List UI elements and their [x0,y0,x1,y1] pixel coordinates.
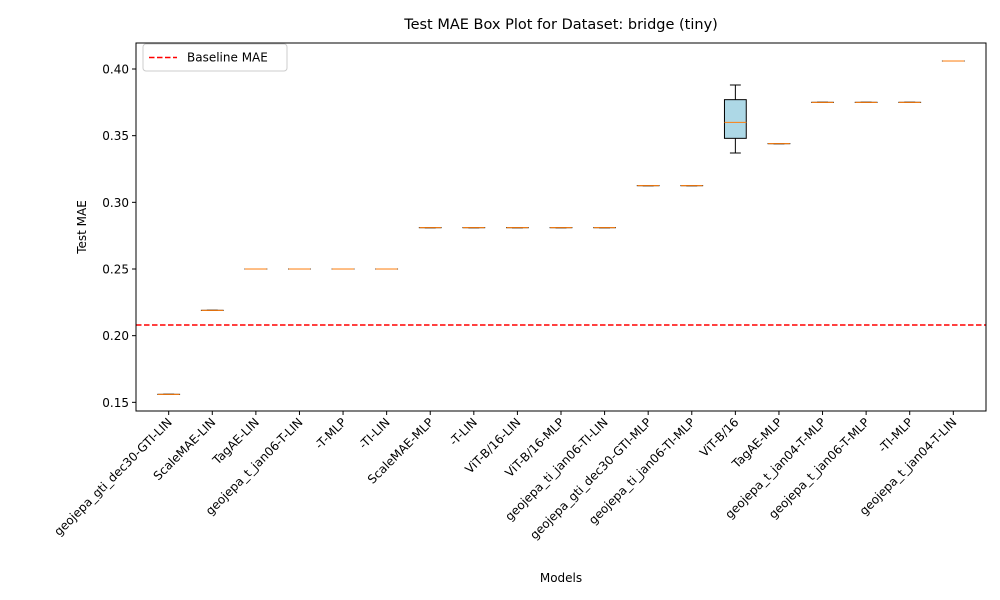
chart-title: Test MAE Box Plot for Dataset: bridge (t… [403,17,718,33]
x-axis-label: Models [540,571,582,585]
y-tick-label: 0.25 [102,263,129,277]
boxes-layer [157,60,965,395]
y-axis-label: Test MAE [75,200,89,255]
y-tick-label: 0.15 [102,396,129,410]
box-13 [723,84,747,154]
plot-area [136,43,986,411]
box-iqr [723,99,747,139]
y-tick-label: 0.30 [102,196,129,210]
legend: Baseline MAE [142,43,288,72]
legend-frame [142,43,288,72]
legend-baseline-label: Baseline MAE [187,51,268,65]
y-axis: 0.15 0.20 0.25 0.30 0.35 0.40 [102,63,136,410]
y-tick-label: 0.20 [102,329,129,343]
y-tick-label: 0.35 [102,129,129,143]
y-tick-label: 0.40 [102,63,129,77]
